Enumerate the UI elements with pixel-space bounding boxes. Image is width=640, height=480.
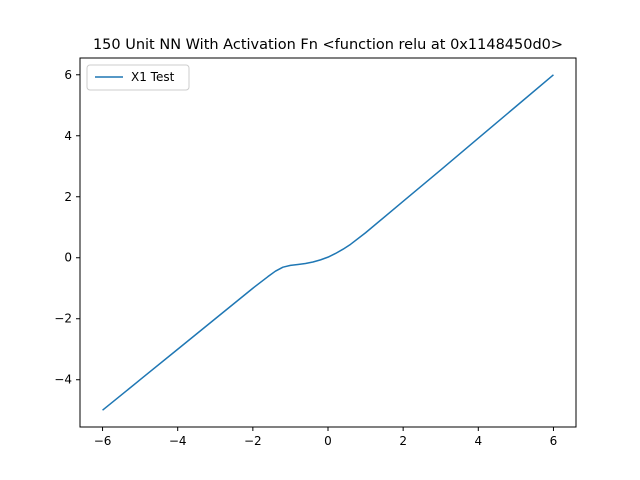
y-tick-label: 2 bbox=[64, 190, 72, 204]
x-tick-label: −2 bbox=[244, 434, 262, 448]
x-tick-label: −4 bbox=[169, 434, 187, 448]
x-tick-label: 0 bbox=[324, 434, 332, 448]
chart-title: 150 Unit NN With Activation Fn <function… bbox=[93, 37, 563, 53]
legend: X1 Test bbox=[86, 64, 190, 91]
x-tick-label: 6 bbox=[550, 434, 558, 448]
x-tick-label: −6 bbox=[94, 434, 112, 448]
plot-frame bbox=[79, 57, 577, 428]
x-tick-label: 4 bbox=[474, 434, 482, 448]
y-tick-label: 4 bbox=[64, 129, 72, 143]
y-tick-label: −2 bbox=[54, 312, 72, 326]
y-tick-label: 6 bbox=[64, 68, 72, 82]
legend-label: X1 Test bbox=[131, 70, 175, 84]
axis-ticks: −6 −4 −2 0 2 4 6 −4 −2 0 2 4 6 bbox=[54, 68, 557, 448]
series-layer bbox=[102, 74, 554, 411]
y-tick-label: 0 bbox=[64, 251, 72, 265]
y-tick-label: −4 bbox=[54, 373, 72, 387]
legend-box bbox=[86, 64, 190, 91]
series-line-1 bbox=[102, 74, 554, 411]
x-tick-label: 2 bbox=[399, 434, 407, 448]
